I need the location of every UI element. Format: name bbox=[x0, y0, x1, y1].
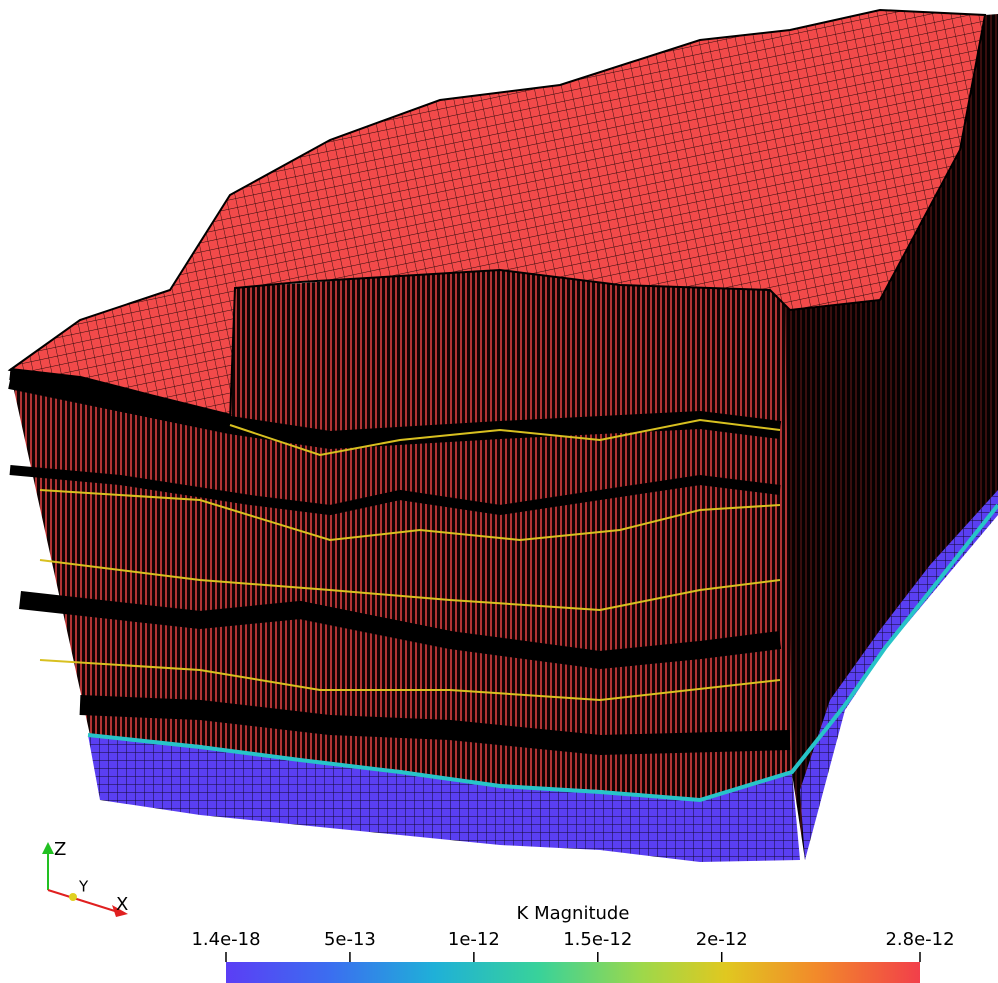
colorbar-tick-label: 1e-12 bbox=[448, 929, 500, 950]
z-label: Z bbox=[54, 839, 66, 860]
colorbar-ramp bbox=[226, 962, 920, 983]
render-view: Z Y X K Magnitude 1.4e-18 5e-13 1e-12 1.5e-… bbox=[0, 0, 998, 983]
colorbar-tick-label: 2e-12 bbox=[696, 929, 748, 950]
color-legend: K Magnitude 1.4e-18 5e-13 1e-12 1.5e-12 2e-1… bbox=[191, 903, 954, 983]
colorbar-tick-label: 2.8e-12 bbox=[885, 929, 954, 950]
colorbar-tick-label: 1.5e-12 bbox=[563, 929, 632, 950]
y-axis-dot bbox=[69, 893, 77, 901]
mesh-model bbox=[10, 10, 998, 862]
x-label: X bbox=[116, 894, 128, 915]
z-arrow-head bbox=[42, 842, 54, 854]
colorbar-tick-label: 1.4e-18 bbox=[191, 929, 260, 950]
axes-triad: Z Y X bbox=[42, 839, 128, 917]
y-label: Y bbox=[78, 878, 89, 896]
colorbar-tick-label: 5e-13 bbox=[324, 929, 376, 950]
colorbar-title: K Magnitude bbox=[517, 903, 630, 924]
